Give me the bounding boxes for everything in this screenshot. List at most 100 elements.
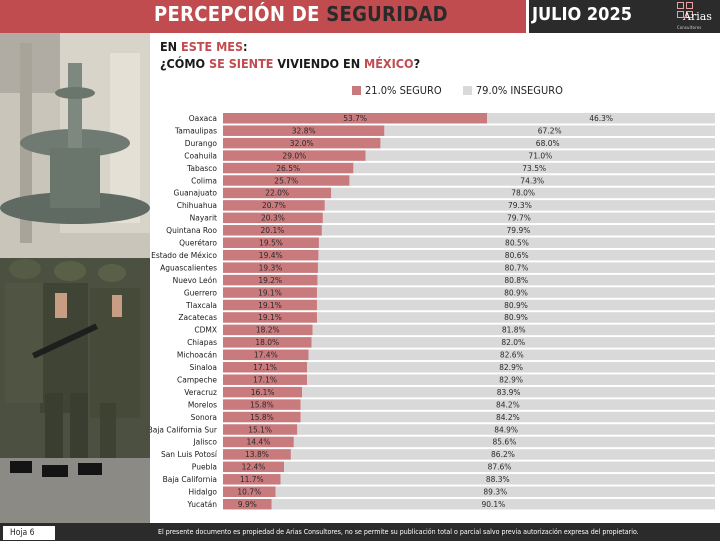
data-label-inseguro: 82.0% [501,338,525,347]
bar-inseguro [300,411,715,423]
data-label-seguro: 22.0% [265,189,289,198]
bar-inseguro [321,225,715,236]
data-label-inseguro: 80.9% [504,301,528,310]
category-label: Jalisco [192,438,217,447]
data-label-seguro: 15.1% [248,425,272,434]
category-label: Nayarit [190,214,217,223]
data-label-seguro: 16.1% [251,388,275,397]
question-text: ? [413,56,421,71]
data-label-seguro: 17.4% [254,351,278,360]
data-label-seguro: 13.8% [245,450,269,459]
category-label: Oaxaca [189,114,217,123]
data-label-seguro: 19.5% [259,239,283,248]
bar-seguro [223,424,298,435]
header: PERCEPCIÓN DE SEGURIDAD JULIO 2025 Arias… [0,0,720,33]
chart-legend: 21.0% SEGURO 79.0% INSEGURO [352,84,581,97]
bar-seguro [223,287,317,298]
bar-inseguro [380,137,715,149]
bar-inseguro [293,436,715,448]
category-label: Querétaro [179,239,217,248]
category-label: Coahuila [184,151,217,160]
category-label: Puebla [192,463,217,472]
category-label: Aguascalientes [160,263,217,272]
category-label: Michoacán [177,351,217,360]
stacked-bar-chart: Oaxaca 53.7% 46.3% Tamaulipas 32.8% 67.2% Dura… [150,113,715,510]
bar-seguro [223,225,322,236]
category-label: Sonora [191,413,217,422]
data-label-seguro: 11.7% [240,475,264,484]
category-label: San Luis Potosí [161,450,218,459]
bar-inseguro [300,399,715,410]
legend-label-inseguro: 79.0% INSEGURO [475,84,563,97]
bar-inseguro [280,474,715,485]
data-label-seguro: 19.1% [258,288,282,297]
category-label: Baja California Sur [150,425,218,434]
bar-inseguro [316,312,715,323]
data-label-seguro: 19.1% [258,301,282,310]
category-label: Baja California [163,475,217,484]
data-label-seguro: 19.2% [258,276,282,285]
bar-seguro [223,461,285,473]
data-label-seguro: 32.8% [292,126,316,135]
data-label-inseguro: 80.6% [505,251,529,260]
category-label: Quintana Roo [166,226,217,235]
data-label-inseguro: 68.0% [536,139,560,148]
question-text: ¿CÓMO [160,56,209,71]
data-label-inseguro: 80.9% [504,288,528,297]
bar-seguro [223,113,488,124]
legend-item-inseguro: 79.0% INSEGURO [462,84,563,97]
logo-square-icon [686,11,693,18]
bar-inseguro [318,237,715,248]
data-label-seguro: 32.0% [290,139,314,148]
logo-square-icon [686,2,693,9]
legend-label-seguro: 21.0% SEGURO [365,84,442,97]
data-label-seguro: 18.0% [255,338,279,347]
data-label-inseguro: 89.3% [483,488,507,497]
question-text: : [243,39,248,54]
bar-seguro [223,399,301,410]
bar-seguro [223,449,291,460]
soldiers-photo [0,33,150,523]
bar-seguro [223,125,385,136]
category-label: Tabasco [186,164,217,173]
bar-inseguro [284,461,715,473]
category-label: Morelos [188,400,217,409]
bar-inseguro [384,125,715,136]
bar-seguro [223,386,303,398]
footer-bar [0,523,720,541]
data-label-seguro: 18.2% [256,326,280,335]
category-label: Guanajuato [174,189,218,198]
category-label: Estado de México [151,251,217,260]
category-label: Nuevo León [173,276,218,285]
data-label-seguro: 20.7% [262,201,286,210]
data-label-inseguro: 88.3% [486,475,510,484]
category-label: Veracruz [184,388,217,397]
data-label-inseguro: 79.9% [507,226,531,235]
bar-inseguro [331,187,715,199]
question-highlight: MÉXICO [364,56,414,71]
bar-inseguro [322,212,715,224]
data-label-inseguro: 46.3% [589,114,613,123]
bar-inseguro [349,175,715,186]
bar-seguro [223,200,325,211]
data-label-seguro: 15.8% [250,400,274,409]
data-label-seguro: 29.0% [282,151,306,160]
data-label-inseguro: 79.3% [508,201,532,210]
data-label-seguro: 15.8% [250,413,274,422]
data-label-inseguro: 81.8% [502,326,526,335]
bar-inseguro [324,200,715,211]
bar-inseguro [307,374,715,385]
category-label: Yucatán [187,500,218,509]
copyright-note: El presente documento es propiedad de Ar… [158,528,639,536]
data-label-inseguro: 84.2% [496,413,520,422]
bar-seguro [223,436,294,448]
data-label-inseguro: 90.1% [481,500,505,509]
title-part: PERCEPCIÓN DE [154,2,327,26]
bar-seguro [223,486,276,497]
data-label-inseguro: 82.9% [499,363,523,372]
data-label-inseguro: 80.7% [505,263,529,272]
logo-square-icon [677,2,684,9]
data-label-seguro: 12.4% [242,463,266,472]
bar-inseguro [308,349,715,361]
bar-seguro [223,187,332,199]
